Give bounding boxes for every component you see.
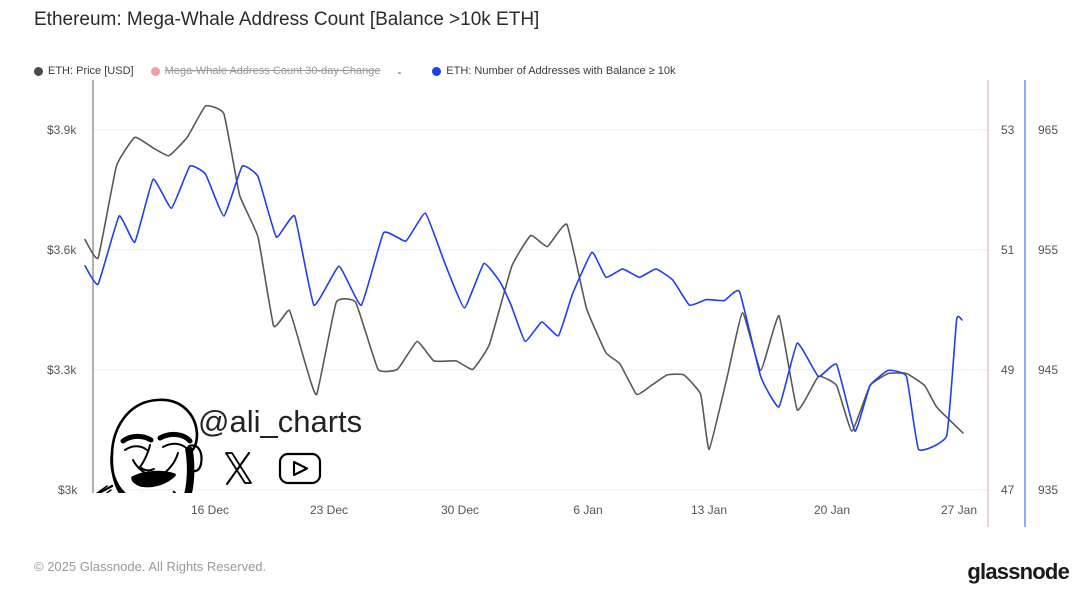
svg-text:49: 49	[1001, 363, 1015, 377]
svg-text:47: 47	[1001, 483, 1015, 497]
svg-text:30 Dec: 30 Dec	[441, 503, 479, 517]
svg-text:16 Dec: 16 Dec	[191, 503, 229, 517]
svg-text:955: 955	[1038, 243, 1058, 257]
svg-text:51: 51	[1001, 243, 1015, 257]
svg-text:$3.6k: $3.6k	[47, 243, 77, 257]
svg-text:965: 965	[1038, 123, 1058, 137]
svg-text:$3.9k: $3.9k	[47, 123, 77, 137]
svg-text:935: 935	[1038, 483, 1058, 497]
svg-text:27 Jan: 27 Jan	[941, 503, 977, 517]
svg-text:$3k: $3k	[58, 483, 78, 497]
svg-text:20 Jan: 20 Jan	[814, 503, 850, 517]
svg-text:$3.3k: $3.3k	[47, 363, 77, 377]
svg-text:945: 945	[1038, 363, 1058, 377]
svg-text:23 Dec: 23 Dec	[310, 503, 348, 517]
svg-text:6 Jan: 6 Jan	[573, 503, 602, 517]
svg-text:53: 53	[1001, 123, 1015, 137]
svg-text:13 Jan: 13 Jan	[691, 503, 727, 517]
